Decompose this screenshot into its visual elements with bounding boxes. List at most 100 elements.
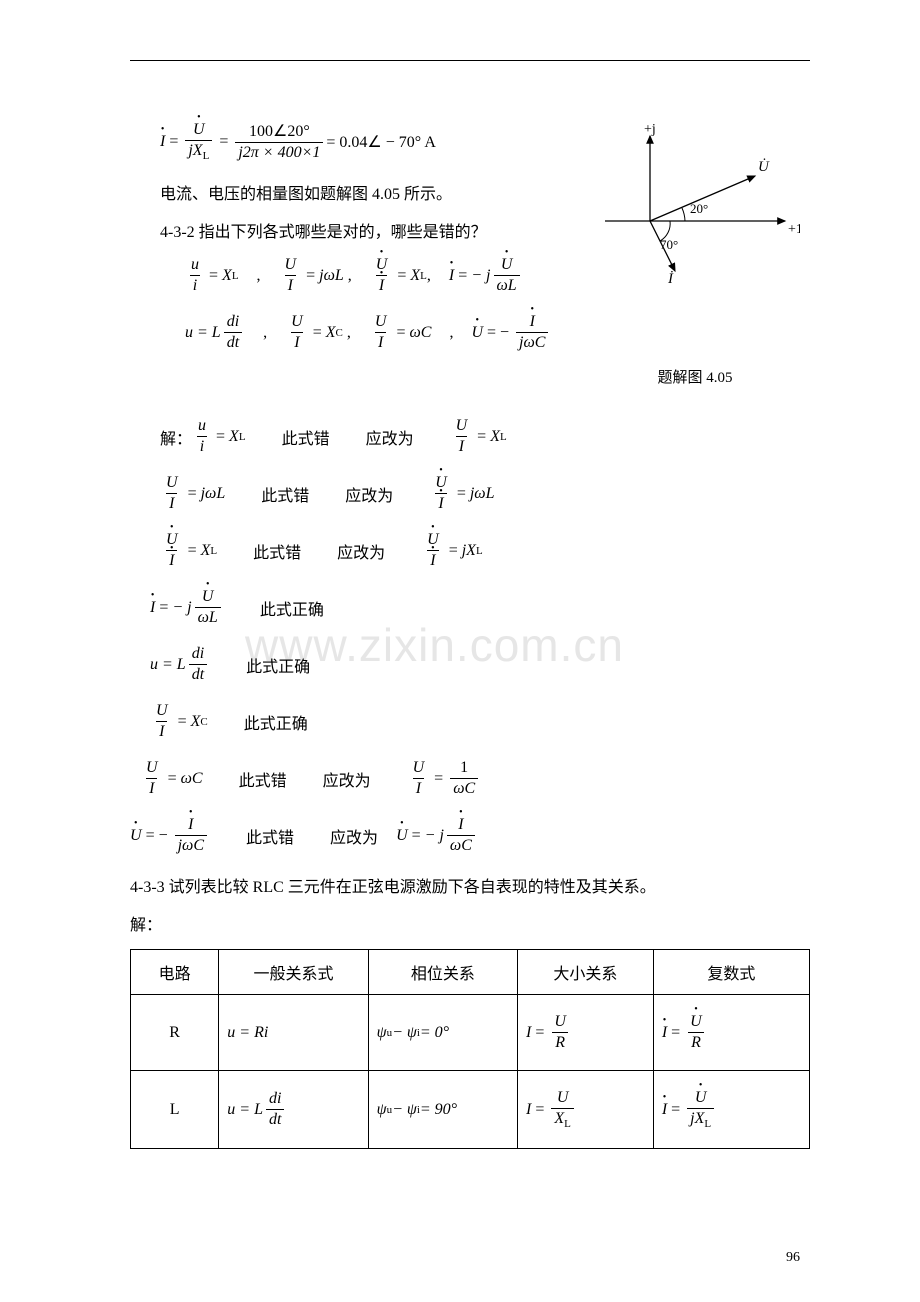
num-U: U [193, 121, 205, 139]
l-c2-r: = 90° [420, 1101, 457, 1119]
a1rr: X [490, 428, 500, 446]
ra-e1-sub: L [232, 270, 239, 282]
th-1: 一般关系式 [219, 950, 368, 995]
th-4: 复数式 [653, 950, 809, 995]
a6n: U [153, 702, 171, 721]
l-c2: ψu − ψi = 90° [368, 1071, 517, 1149]
answers-block: 解： ui = XL 此式错应改为 UI = XL UI = jωL 此式错应改… [150, 417, 810, 855]
ra-e4-num: U [501, 256, 513, 274]
th-0: 电路 [131, 950, 219, 995]
rb-e4-den: jωC [516, 332, 548, 352]
rb-e2-sub: C [336, 327, 343, 339]
th-3: 大小关系 [518, 950, 654, 995]
a3lr: X [201, 542, 211, 560]
a7d: I [146, 778, 157, 798]
r-c3: I = UR [518, 995, 654, 1071]
l-c4: I = UjXL [653, 1071, 809, 1149]
rb-e1: u = L [185, 324, 221, 342]
l-c3-ds: L [564, 1118, 571, 1130]
l-c2-psi1: ψ [377, 1101, 387, 1119]
a4j: − j [172, 599, 191, 617]
r-c1-eq: u = Ri [227, 1024, 268, 1042]
table-header-row: 电路 一般关系式 相位关系 大小关系 复数式 [131, 950, 810, 995]
rb-e1-den: dt [224, 332, 242, 352]
rb-e3-den: I [375, 332, 386, 352]
a7r2n: 1 [457, 759, 471, 778]
a8l: U [130, 827, 142, 845]
rb-e4-lhs: U [471, 324, 483, 342]
a4c: 此式正确 [260, 596, 324, 620]
a5c: 此式正确 [246, 653, 310, 677]
a3w: 此式错 [253, 539, 301, 563]
ans-6: UI = XC 此式正确 [150, 702, 810, 741]
a1s: 应改为 [366, 425, 414, 449]
u-vector-label: U̇ [758, 159, 770, 175]
a3rd: I [430, 552, 435, 570]
caption-text-1: 电流、电压的相量图如题解图 4.05 所示。 [160, 180, 580, 204]
r-c1: u = Ri [219, 995, 368, 1071]
l-c3-n: U [554, 1089, 572, 1108]
ra-e4-j: − j [471, 267, 490, 285]
a5d: dt [189, 664, 207, 684]
ans-1: 解： ui = XL 此式错应改为 UI = XL [160, 417, 810, 456]
rb-e1-num: di [224, 313, 242, 332]
r-c2-psi1: ψ [377, 1024, 387, 1042]
l-c1: u = Ldidt [219, 1071, 368, 1149]
a4n: U [202, 588, 214, 606]
a1w: 此式错 [282, 425, 330, 449]
ans-5: u = L didt 此式正确 [150, 645, 810, 684]
phasor-diagram: +j +1 U̇ İ 20° 70° 题解图 4.05 [580, 111, 810, 387]
a2s: 应改为 [345, 482, 393, 506]
rb-e2-num: U [288, 313, 306, 332]
axis-j-label: +j [644, 122, 656, 137]
ans-7: UI = ωC 此式错应改为 UI = 1ωC [140, 759, 810, 798]
table-row-R: R u = Ri ψu − ψi = 0° I = UR I = UR [131, 995, 810, 1071]
a7w: 此式错 [239, 767, 287, 791]
l-c4-ds: L [704, 1118, 711, 1130]
a2ln: U [163, 474, 181, 493]
a8w: 此式错 [246, 824, 294, 848]
question-4-3-2: 4-3-2 指出下列各式哪些是对的，哪些是错的？ [160, 218, 580, 242]
a3ls: L [210, 545, 217, 557]
ra-e1-den: i [190, 275, 200, 295]
r-c3-n: U [551, 1013, 569, 1032]
a1rs: L [500, 431, 507, 443]
ans-8: U = − IjωC 此式错应改为 U = − j IωC [130, 816, 810, 855]
r-c4-n: U [690, 1013, 702, 1031]
l-c3: I = UXL [518, 1071, 654, 1149]
l-c1-d: dt [266, 1109, 284, 1129]
ans-label: 解： [130, 911, 810, 935]
l-c1-a: u = L [227, 1101, 263, 1119]
den-jX: jX [188, 142, 202, 159]
l-c4-d: jX [690, 1110, 704, 1127]
r-c3-d: R [552, 1032, 568, 1052]
a5: u = L [150, 656, 186, 674]
r-c4-l: I [662, 1024, 667, 1042]
a7rd: I [413, 778, 424, 798]
ra-e3-rhs: X [410, 267, 420, 285]
a8rl: U [396, 827, 408, 845]
a1rd: I [456, 436, 467, 456]
a8d: jωC [175, 835, 207, 855]
rlc-table: 电路 一般关系式 相位关系 大小关系 复数式 R u = Ri ψu − ψi … [130, 949, 810, 1149]
a8rj: − j [425, 827, 444, 845]
ans-prefix: 解： [160, 425, 192, 449]
den-j2pi: j2π × 400×1 [235, 142, 323, 162]
question-4-3-3: 4-3-3 试列表比较 RLC 三元件在正弦电源激励下各自表现的特性及其关系。 [130, 873, 810, 897]
ra-e1-rhs: X [222, 267, 232, 285]
a8s: 应改为 [330, 824, 378, 848]
l-c2-mid: − ψ [392, 1101, 417, 1119]
header-rule [130, 60, 810, 61]
a6d: I [156, 721, 167, 741]
a3s: 应改为 [337, 539, 385, 563]
r-c4-d: R [688, 1032, 704, 1052]
page-number: 96 [786, 1250, 800, 1266]
a1ln: u [195, 417, 209, 436]
a6s: C [200, 716, 207, 728]
ra-e2-num: U [282, 256, 300, 275]
rb-e3-num: U [372, 313, 390, 332]
a3rs: L [476, 545, 483, 557]
l-c4-l: I [662, 1101, 667, 1119]
r-c2-r: = 0° [420, 1024, 449, 1042]
axis-x-label: +1 [788, 222, 800, 237]
